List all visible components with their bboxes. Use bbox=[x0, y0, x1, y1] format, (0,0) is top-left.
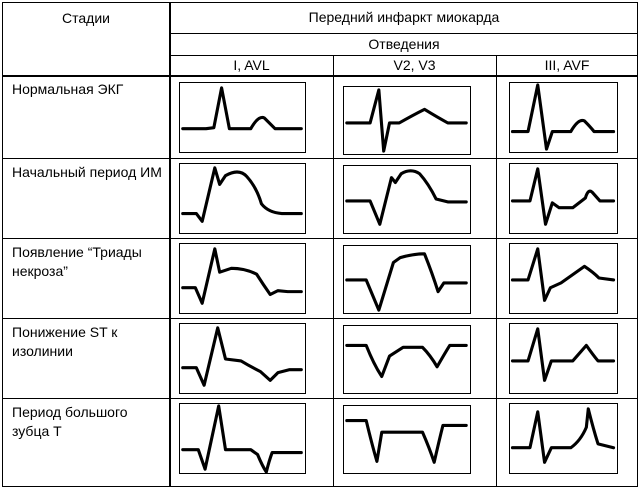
column-divider-2 bbox=[496, 55, 497, 487]
waveform-trace bbox=[510, 167, 616, 226]
waveform-trace bbox=[510, 327, 616, 382]
waveform-trace bbox=[181, 404, 303, 473]
header-divider-1 bbox=[170, 33, 638, 34]
ecg-initial-mi-lead-v2-v3 bbox=[343, 165, 471, 234]
ecg-normal-lead-v2-v3 bbox=[343, 86, 471, 155]
waveform-trace bbox=[510, 247, 616, 302]
waveform-trace bbox=[181, 166, 303, 223]
stage-label-1: Нормальная ЭКГ bbox=[12, 81, 124, 97]
row-divider-1 bbox=[2, 158, 638, 159]
ecg-st-isoline-lead-i-avl bbox=[179, 323, 306, 394]
ecg-necrosis-triad-lead-iii-avf bbox=[509, 243, 618, 314]
waveform-trace bbox=[345, 252, 468, 312]
ecg-large-t-lead-v2-v3 bbox=[343, 405, 471, 474]
ecg-necrosis-triad-lead-i-avl bbox=[179, 243, 306, 314]
ecg-initial-mi-lead-i-avl bbox=[179, 163, 306, 234]
waveform-trace bbox=[345, 169, 468, 226]
row-divider-2 bbox=[2, 238, 638, 239]
leads-header: Отведения bbox=[368, 36, 440, 52]
stage-label-2: Начальный период ИМ bbox=[12, 164, 162, 180]
stage-label-3: Появление “Триады некроза” bbox=[12, 244, 142, 279]
lead-header-2: V2, V3 bbox=[393, 57, 436, 73]
waveform-trace bbox=[510, 407, 616, 464]
header-divider-2 bbox=[170, 55, 638, 56]
ecg-st-isoline-lead-v2-v3 bbox=[343, 325, 471, 394]
ecg-initial-mi-lead-iii-avf bbox=[509, 163, 618, 234]
column-divider-1 bbox=[333, 55, 334, 487]
ecg-normal-lead-i-avl bbox=[179, 82, 306, 153]
lead-header-3: III, AVF bbox=[544, 57, 590, 73]
ecg-large-t-lead-i-avl bbox=[179, 403, 306, 474]
waveform-trace bbox=[181, 326, 303, 387]
waveform-trace bbox=[345, 88, 468, 153]
column-divider-stages bbox=[169, 2, 171, 487]
waveform-trace bbox=[345, 419, 468, 464]
table-title: Передний инфаркт миокарда bbox=[308, 9, 500, 25]
ecg-st-isoline-lead-iii-avf bbox=[509, 323, 618, 394]
stage-label-4: Понижение ST к изолинии bbox=[12, 324, 118, 359]
stages-column-header: Стадии bbox=[62, 10, 110, 26]
ecg-normal-lead-iii-avf bbox=[509, 82, 618, 153]
header-bottom-line bbox=[2, 75, 638, 77]
waveform-trace bbox=[345, 343, 468, 379]
row-divider-3 bbox=[2, 318, 638, 319]
lead-header-1: I, AVL bbox=[233, 57, 270, 73]
waveform-trace bbox=[181, 247, 303, 305]
waveform-trace bbox=[510, 83, 616, 151]
waveform-trace bbox=[181, 86, 303, 131]
ecg-necrosis-triad-lead-v2-v3 bbox=[343, 245, 471, 314]
row-divider-4 bbox=[2, 398, 638, 399]
stage-label-5: Период большого зубца T bbox=[12, 404, 128, 439]
ecg-large-t-lead-iii-avf bbox=[509, 403, 618, 474]
